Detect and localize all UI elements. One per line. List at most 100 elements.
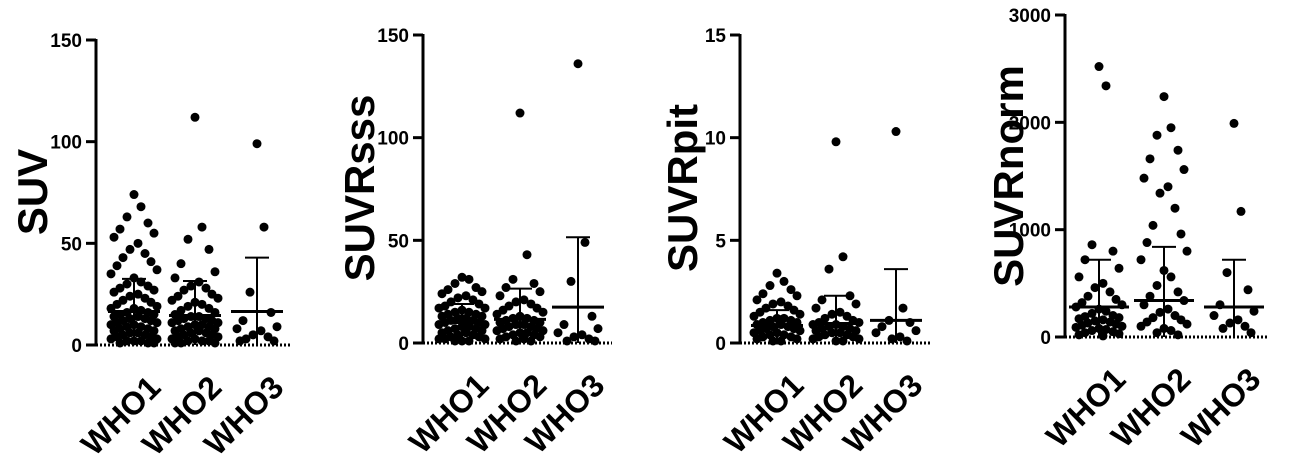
data-point	[501, 283, 511, 293]
data-point	[213, 293, 223, 303]
data-point	[235, 336, 245, 346]
data-point	[133, 328, 143, 338]
data-point	[1114, 263, 1124, 273]
data-point	[519, 320, 529, 330]
data-point	[1080, 255, 1090, 265]
y-axis-title: SUVRpit	[659, 104, 706, 272]
data-point	[1152, 280, 1162, 290]
data-point	[146, 257, 156, 267]
data-point	[835, 307, 845, 317]
data-point	[259, 222, 269, 232]
data-point	[1246, 328, 1256, 338]
data-point	[457, 272, 467, 282]
data-point	[758, 289, 768, 299]
data-point	[1173, 145, 1183, 155]
data-point	[461, 291, 471, 301]
data-point	[457, 336, 467, 346]
data-point	[183, 234, 193, 244]
data-point	[786, 285, 796, 295]
data-point	[891, 127, 901, 137]
data-point	[1098, 315, 1108, 325]
data-point	[252, 139, 262, 149]
data-point	[464, 336, 474, 346]
data-point	[827, 328, 837, 338]
data-point	[183, 301, 193, 311]
data-point	[492, 326, 502, 336]
data-point	[149, 228, 159, 238]
data-point	[136, 336, 146, 346]
data-point	[152, 265, 162, 275]
data-point	[152, 301, 162, 311]
data-point	[808, 334, 818, 344]
data-point	[749, 311, 759, 321]
data-point	[887, 334, 897, 344]
data-point	[795, 309, 805, 319]
data-point	[1071, 322, 1081, 332]
data-point	[895, 332, 905, 342]
y-axis-title: SUV	[9, 149, 56, 235]
y-tick-label: 15	[705, 26, 727, 47]
data-point	[450, 336, 460, 346]
data-point	[795, 326, 805, 336]
data-point	[519, 295, 529, 305]
data-point	[1233, 315, 1243, 325]
data-point	[106, 269, 116, 279]
data-point	[143, 218, 153, 228]
category-label: WHO3	[1174, 361, 1267, 454]
data-point	[1163, 182, 1173, 192]
data-point	[129, 273, 139, 283]
data-point	[194, 326, 204, 336]
data-point	[1166, 272, 1176, 282]
data-point	[765, 281, 775, 291]
data-point	[136, 202, 146, 212]
data-point	[511, 320, 521, 330]
y-tick-label: 0	[715, 334, 726, 355]
data-point	[877, 322, 887, 332]
data-point	[149, 338, 159, 348]
data-point	[197, 299, 207, 309]
data-point	[519, 334, 529, 344]
data-point	[854, 334, 864, 344]
data-point	[167, 318, 177, 328]
data-point	[831, 336, 841, 346]
data-point	[1225, 318, 1235, 328]
y-axis-title: SUVRsss	[336, 95, 383, 282]
data-point	[768, 336, 778, 346]
data-point	[122, 212, 132, 222]
data-point	[1243, 285, 1253, 295]
data-point	[573, 59, 583, 69]
data-point	[115, 338, 125, 348]
y-tick-label: 100	[377, 129, 409, 150]
data-point	[1229, 118, 1239, 128]
data-point	[1222, 268, 1232, 278]
data-point	[434, 334, 444, 344]
data-point	[190, 112, 200, 122]
data-point	[1145, 291, 1155, 301]
data-point	[1139, 173, 1149, 183]
data-point	[562, 336, 572, 346]
data-point	[1136, 321, 1146, 331]
data-point	[450, 278, 460, 288]
data-point	[194, 277, 204, 287]
data-point	[538, 307, 548, 317]
y-tick-label: 3000	[1009, 6, 1051, 27]
data-point	[817, 295, 827, 305]
data-point	[1209, 311, 1219, 321]
data-point	[752, 295, 762, 305]
data-point	[176, 259, 186, 269]
data-point	[776, 336, 786, 346]
data-point	[140, 249, 150, 258]
data-point	[152, 318, 162, 328]
data-point	[911, 326, 921, 336]
data-point	[125, 328, 135, 338]
data-point	[587, 311, 597, 321]
data-point	[871, 328, 881, 338]
data-point	[526, 336, 536, 346]
data-point	[1105, 287, 1115, 297]
data-point	[453, 293, 463, 303]
